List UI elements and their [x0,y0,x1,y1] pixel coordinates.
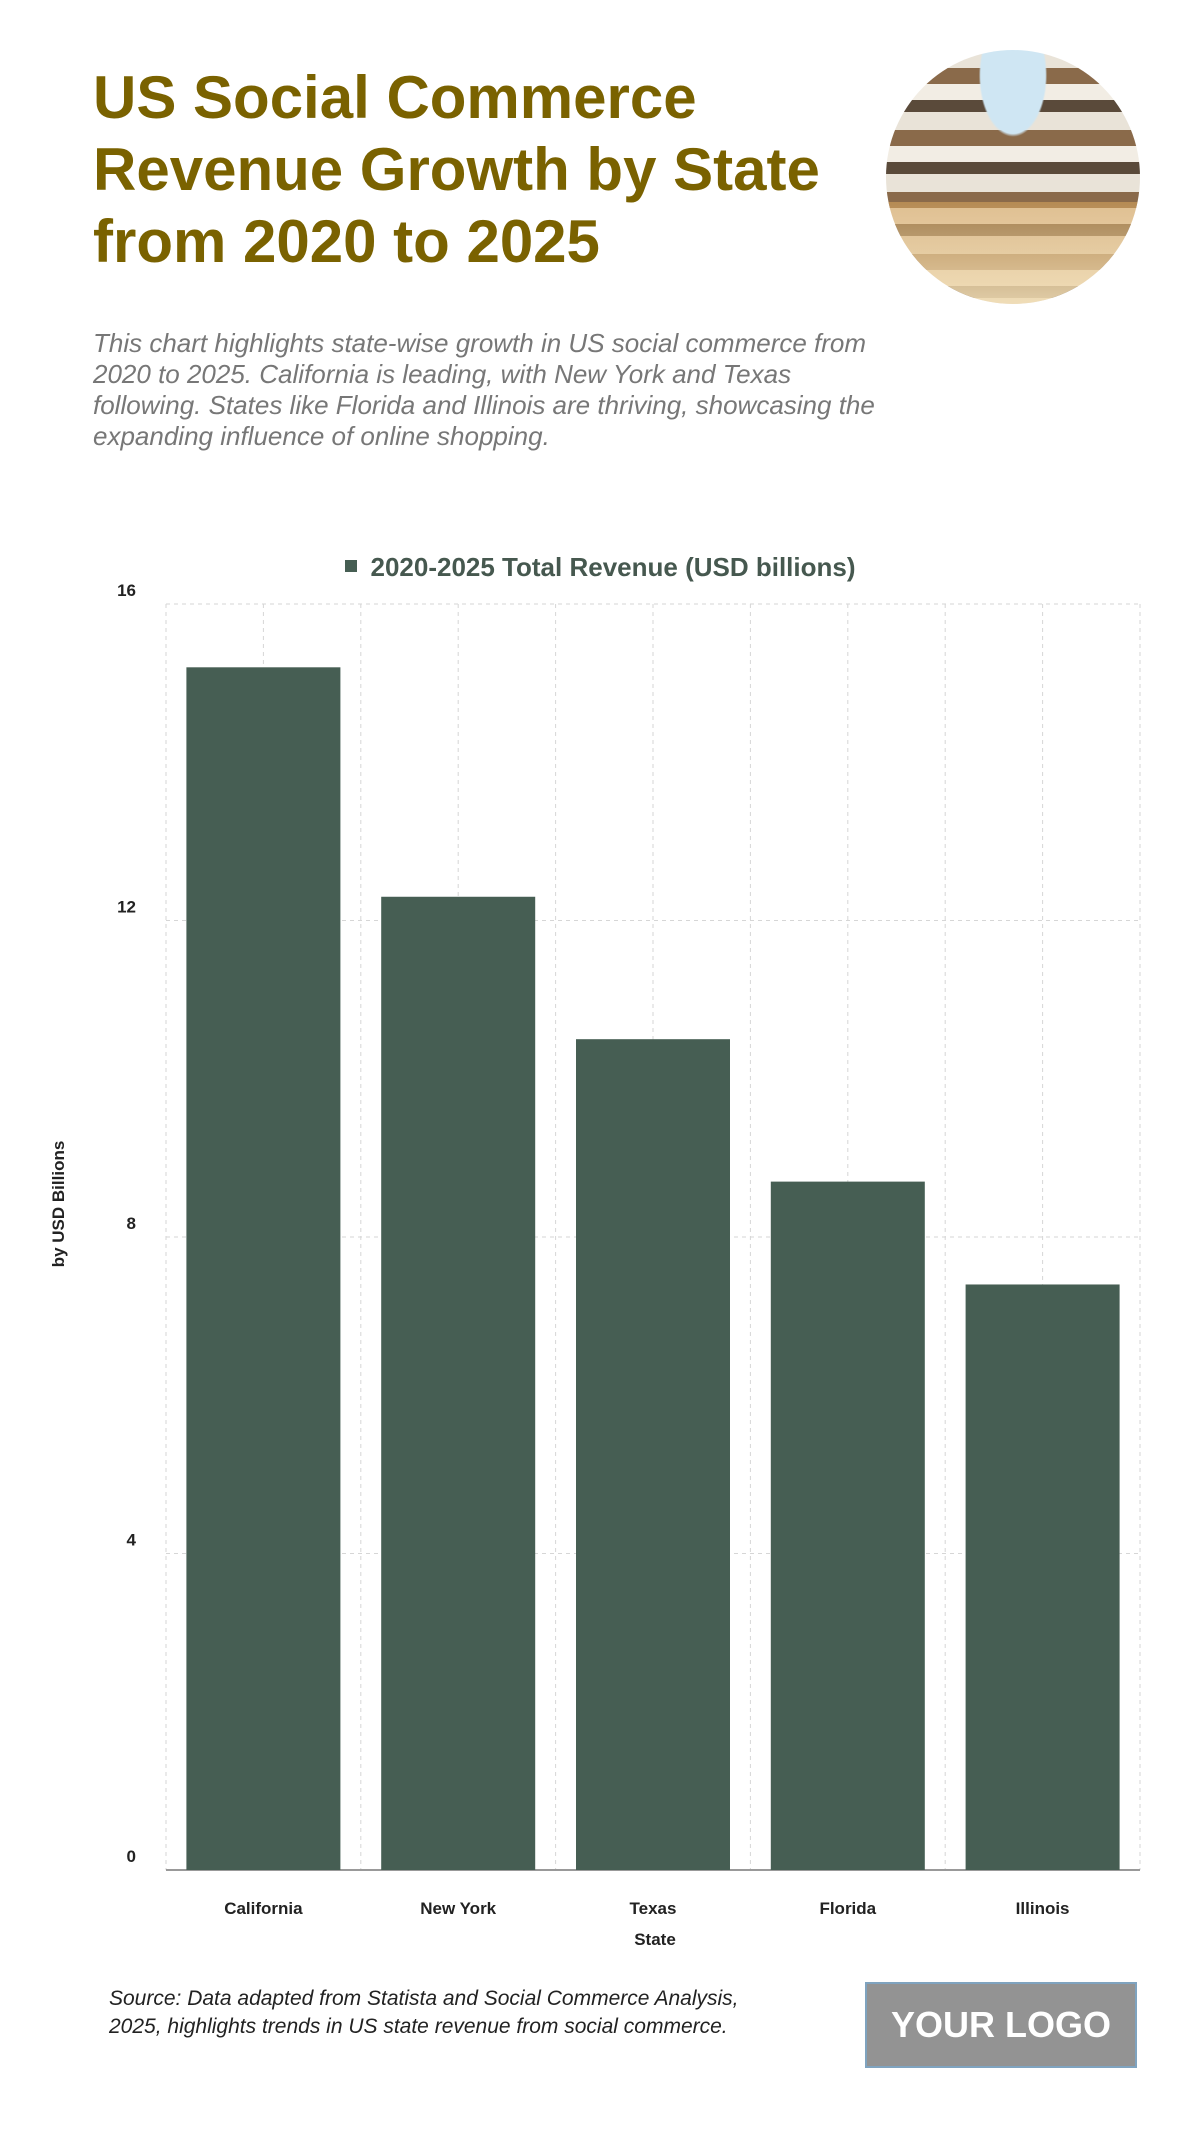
shopping-mall-photo [886,50,1140,304]
bar-texas [576,1039,730,1870]
bar-new-york [381,896,536,1870]
legend-label: 2020-2025 Total Revenue (USD billions) [370,552,856,582]
legend-swatch [344,560,357,573]
x-tick-label: California [224,1899,303,1918]
y-tick-label: 12 [117,898,136,917]
x-tick-label: New York [420,1899,496,1918]
bar-florida [770,1181,925,1870]
x-tick-label: Texas [630,1899,677,1918]
y-tick-label: 16 [117,581,136,600]
y-tick-label: 0 [127,1847,136,1866]
bar-california [186,667,341,1870]
y-tick-label: 4 [127,1531,137,1550]
source-note: Source: Data adapted from Statista and S… [109,1987,739,2038]
x-tick-label: Florida [819,1899,876,1918]
y-tick-label: 8 [127,1214,136,1233]
bar-illinois [965,1284,1120,1870]
chart-subtitle: This chart highlights state-wise growth … [93,328,875,451]
y-axis-label: by USD Billions [49,1141,68,1268]
x-axis-label: State [634,1930,676,1949]
chart-title: US Social Commerce Revenue Growth by Sta… [93,64,820,275]
logo-placeholder: YOUR LOGO [865,1982,1137,2068]
x-tick-label: Illinois [1016,1899,1070,1918]
legend: 2020-2025 Total Revenue (USD billions) [0,552,1200,583]
